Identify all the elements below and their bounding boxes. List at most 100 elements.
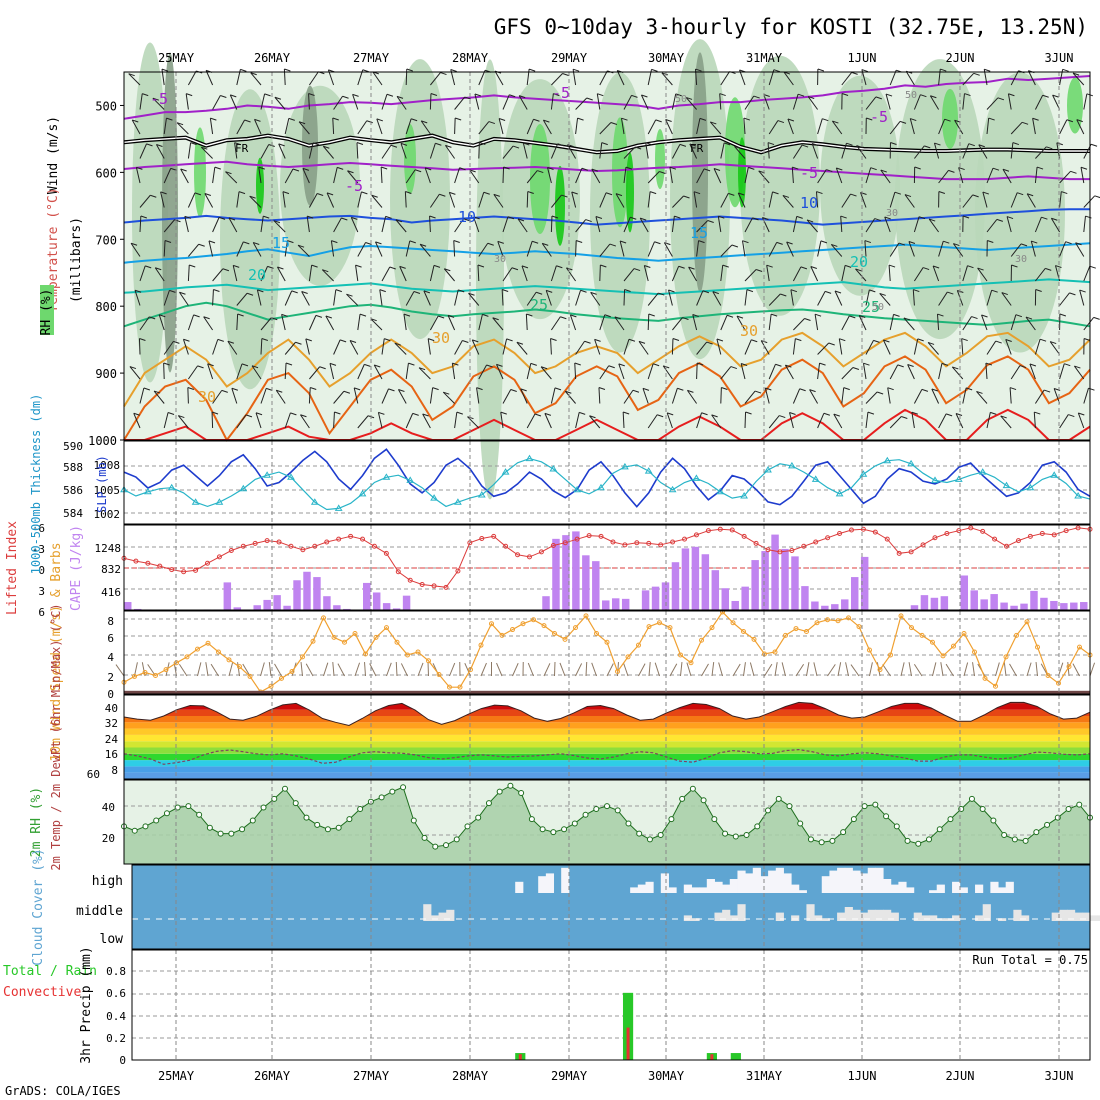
lifted-index-point — [574, 536, 580, 542]
barb-shaft — [863, 363, 867, 380]
precip-tick-3: 0.2 — [106, 1032, 126, 1045]
barb-shaft — [526, 170, 538, 184]
barb-flag — [901, 416, 908, 419]
cape-bar — [562, 535, 570, 610]
surface-barb — [559, 662, 566, 677]
rh-blob-4 — [476, 59, 504, 500]
barb-flag — [614, 316, 621, 320]
barb-flag — [885, 93, 893, 97]
barb-flag — [875, 96, 883, 100]
barb-flag — [414, 169, 422, 173]
barb-flag — [396, 95, 404, 99]
barb-shaft — [672, 195, 684, 208]
barb-shaft — [962, 265, 968, 282]
barb-flag — [410, 118, 418, 122]
barb-flag — [274, 96, 282, 100]
barb-shaft — [575, 118, 579, 135]
barb-flag — [204, 193, 212, 196]
temp-tick-5: 60 — [87, 768, 100, 781]
lifted-index-point — [741, 533, 747, 539]
barb-shaft — [282, 191, 286, 208]
barb-flag — [497, 240, 504, 244]
precip-panel — [132, 950, 1090, 1060]
cape-bar — [293, 580, 301, 610]
cloud-cell — [545, 873, 555, 893]
barb-shaft — [768, 191, 774, 208]
barb-shaft — [381, 144, 392, 159]
barb-flag — [1090, 143, 1098, 147]
barb-shaft — [396, 96, 407, 110]
lifted-index-point — [371, 543, 377, 549]
barb-shaft — [938, 118, 946, 135]
barb-flag — [991, 289, 998, 293]
rh-tick-0: 40 — [102, 801, 115, 814]
barb-shaft — [212, 167, 216, 184]
isotherm-label-10: 15 — [690, 224, 708, 242]
barb-flag — [1055, 265, 1062, 269]
barb-flag — [752, 217, 759, 221]
barb-shaft — [451, 363, 456, 380]
barb-flag — [944, 118, 951, 122]
label-lifted-index: Lifted Index — [5, 521, 20, 615]
barb-shaft — [766, 265, 770, 282]
barb-flag — [352, 93, 359, 97]
barb-shaft — [442, 391, 455, 404]
lifted-index-point — [980, 528, 986, 534]
barb-flag — [277, 266, 284, 270]
barb-flag — [722, 264, 729, 268]
cape-bar — [711, 570, 720, 610]
surface-barb — [197, 662, 202, 677]
cloud-cell — [867, 909, 876, 921]
barb-flag — [843, 387, 850, 391]
barb-shaft — [1076, 119, 1085, 135]
rh-point — [657, 832, 664, 839]
barb-shaft — [163, 341, 174, 355]
barb-flag — [776, 241, 783, 245]
cape-bar — [263, 599, 271, 610]
barb-flag — [227, 340, 235, 344]
barb-shaft — [834, 290, 843, 306]
isotherm-label-0: -5 — [150, 90, 168, 108]
cloud-cell — [714, 881, 723, 893]
barb-flag — [826, 169, 833, 173]
rh-point — [689, 785, 696, 792]
barb-flag — [581, 167, 589, 171]
barb-flag — [790, 289, 798, 293]
barb-flag — [992, 167, 1000, 171]
wind-speed-point — [226, 657, 232, 663]
barb-flag — [1072, 72, 1080, 76]
barb-flag — [557, 143, 564, 147]
barb-shaft — [187, 314, 195, 331]
cape-bar — [283, 605, 291, 610]
barb-flag — [231, 387, 239, 391]
barb-shaft — [709, 121, 722, 135]
precip-conv-bar-2 — [710, 1054, 714, 1060]
barb-flag — [577, 117, 584, 121]
cape-bar — [960, 575, 969, 610]
barb-flag — [378, 411, 385, 415]
barb-shaft — [301, 291, 310, 306]
cloud-cell — [1059, 909, 1068, 921]
barb-flag — [509, 94, 516, 98]
barb-flag — [767, 142, 775, 146]
barb-shaft — [418, 367, 431, 380]
lifted-index-point — [348, 533, 354, 539]
barb-flag — [836, 167, 843, 171]
barb-flag — [291, 290, 298, 294]
surface-barb — [1089, 662, 1096, 677]
barb-shaft — [962, 93, 965, 110]
barb-shaft — [763, 94, 770, 110]
panel-frame-0 — [123, 71, 1091, 441]
barb-shaft — [139, 93, 143, 110]
rh-point — [464, 823, 471, 830]
barb-flag — [938, 191, 946, 194]
barb-shaft — [716, 338, 722, 355]
lifted-index-point — [419, 582, 425, 587]
barb-flag — [370, 318, 377, 322]
cloud-cell — [714, 912, 723, 921]
surface-barb — [300, 662, 303, 677]
cloud-cell — [998, 918, 1007, 921]
temp-band-0 — [124, 772, 1090, 779]
barb-shaft — [858, 315, 867, 331]
barb-flag — [1043, 389, 1051, 393]
